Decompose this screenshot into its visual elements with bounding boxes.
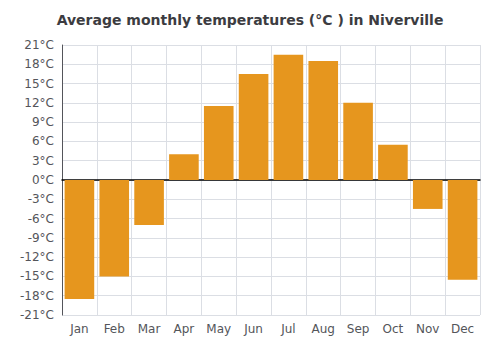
svg-text:-15°C: -15°C (20, 269, 54, 283)
svg-text:Jun: Jun (243, 322, 263, 336)
svg-text:Dec: Dec (451, 322, 474, 336)
svg-text:Nov: Nov (416, 322, 439, 336)
svg-text:May: May (206, 322, 231, 336)
svg-text:Aug: Aug (312, 322, 335, 336)
svg-text:Jan: Jan (69, 322, 89, 336)
svg-text:Oct: Oct (383, 322, 404, 336)
svg-text:3°C: 3°C (32, 154, 54, 168)
svg-text:12°C: 12°C (24, 96, 54, 110)
svg-text:18°C: 18°C (24, 57, 54, 71)
svg-text:-6°C: -6°C (28, 212, 54, 226)
svg-text:15°C: 15°C (24, 77, 54, 91)
svg-text:-9°C: -9°C (28, 231, 54, 245)
svg-text:Average monthly temperatures (: Average monthly temperatures (°C ) in Ni… (57, 12, 444, 28)
svg-text:Jul: Jul (280, 322, 295, 336)
svg-text:21°C: 21°C (24, 38, 54, 52)
svg-text:-3°C: -3°C (28, 192, 54, 206)
svg-text:Apr: Apr (174, 322, 195, 336)
svg-text:-18°C: -18°C (20, 289, 54, 303)
svg-text:Mar: Mar (138, 322, 161, 336)
svg-text:Feb: Feb (104, 322, 125, 336)
svg-text:9°C: 9°C (32, 115, 54, 129)
svg-text:-21°C: -21°C (20, 308, 54, 322)
svg-text:0°C: 0°C (32, 173, 54, 187)
svg-text:-12°C: -12°C (20, 250, 54, 264)
svg-text:Sep: Sep (347, 322, 370, 336)
svg-text:6°C: 6°C (32, 134, 54, 148)
